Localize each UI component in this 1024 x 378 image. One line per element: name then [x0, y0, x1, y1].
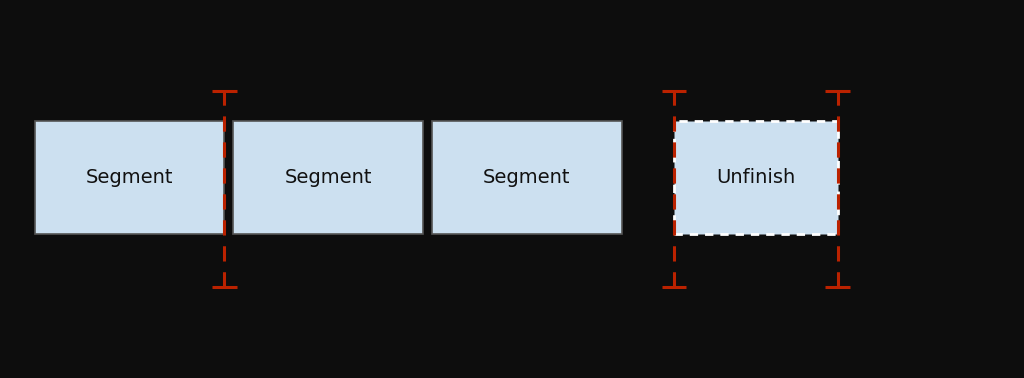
- Bar: [35, 121, 224, 234]
- Text: Segment: Segment: [285, 168, 372, 187]
- Text: Segment: Segment: [483, 168, 570, 187]
- Bar: [674, 121, 838, 234]
- Text: Unfinish: Unfinish: [716, 168, 796, 187]
- Text: Segment: Segment: [86, 168, 173, 187]
- Bar: [432, 121, 622, 234]
- Bar: [233, 121, 423, 234]
